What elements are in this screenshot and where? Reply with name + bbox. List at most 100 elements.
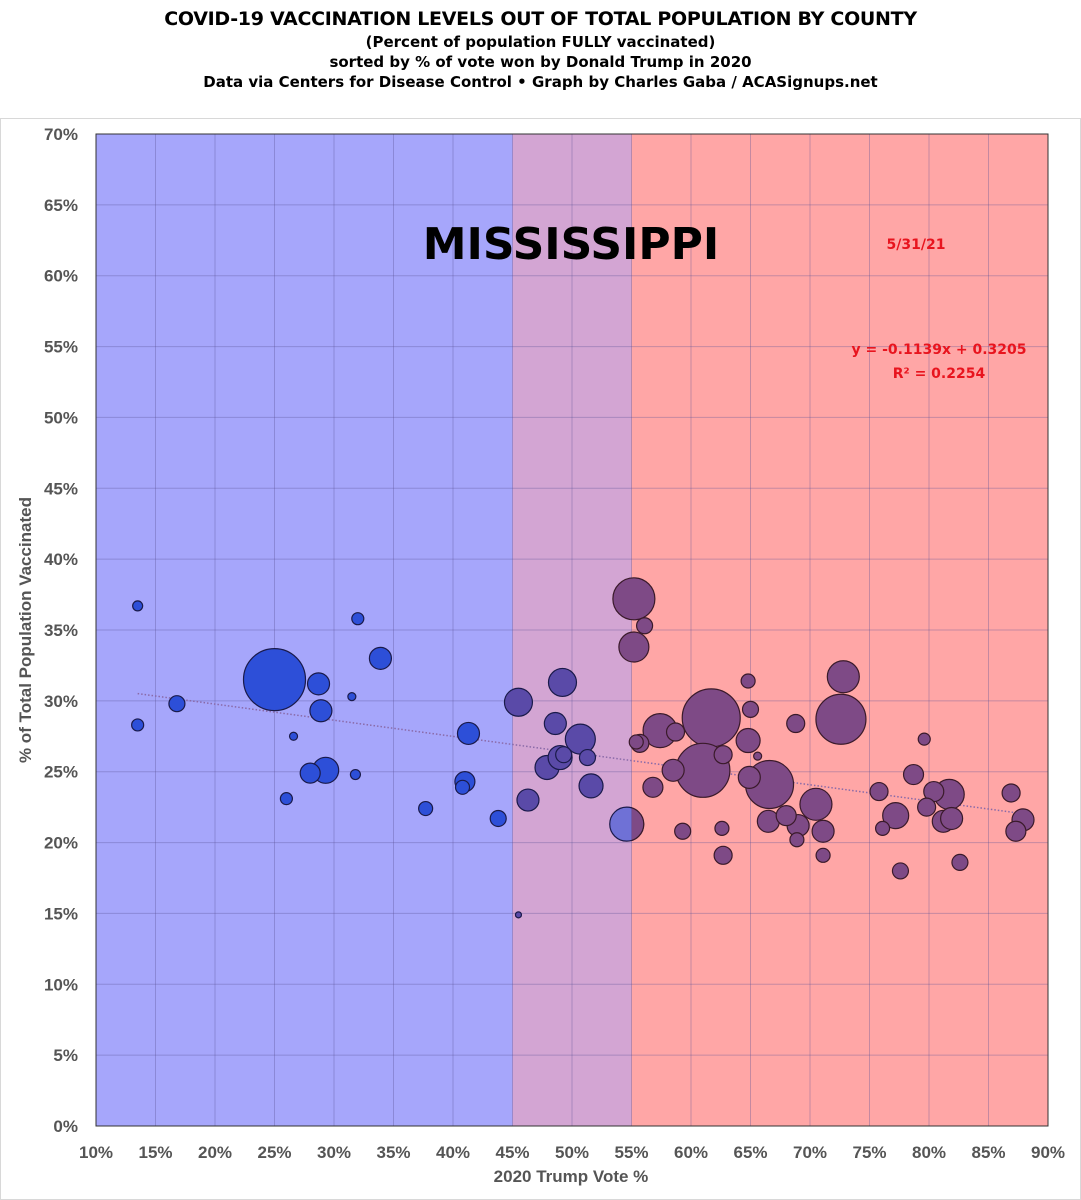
y-tick-label: 35% [44, 621, 78, 640]
x-tick-label: 65% [733, 1143, 767, 1162]
y-tick-label: 55% [44, 338, 78, 357]
data-point [891, 862, 910, 880]
x-tick-label: 10% [79, 1143, 113, 1162]
data-point [741, 700, 760, 718]
data-point [618, 631, 650, 663]
y-tick-label: 25% [44, 763, 78, 782]
data-point [740, 673, 756, 689]
data-point [811, 819, 835, 843]
data-point [713, 845, 733, 865]
data-point [543, 711, 567, 736]
data-point-overlay [631, 807, 645, 842]
chart-title: COVID-19 VACCINATION LEVELS OUT OF TOTAL… [164, 8, 917, 30]
data-point [306, 672, 331, 696]
chart-subtitle-2: sorted by % of vote won by Donald Trump … [329, 53, 752, 71]
x-tick-label: 15% [138, 1143, 172, 1162]
trendline-r2: R² = 0.2254 [893, 366, 986, 382]
data-point [349, 768, 362, 781]
date-label: 5/31/21 [887, 237, 946, 253]
x-tick-label: 45% [495, 1143, 529, 1162]
y-tick-label: 40% [44, 550, 78, 569]
data-point [578, 773, 604, 799]
data-point [882, 802, 910, 830]
data-point [131, 718, 145, 732]
chart-credit: Data via Centers for Disease Control • G… [203, 73, 878, 91]
y-tick-label: 45% [44, 479, 78, 498]
y-tick-label: 60% [44, 267, 78, 286]
x-tick-label: 75% [852, 1143, 886, 1162]
data-point [713, 745, 733, 765]
data-point [418, 800, 434, 817]
data-point [1005, 820, 1027, 842]
data-point [815, 847, 831, 863]
data-point [612, 577, 656, 621]
x-tick-label: 20% [198, 1143, 232, 1162]
x-tick-label: 30% [317, 1143, 351, 1162]
y-tick-label: 65% [44, 196, 78, 215]
state-label: MISSISSIPPI [423, 219, 720, 270]
data-point [735, 727, 761, 754]
data-point [826, 660, 860, 694]
data-point [940, 806, 964, 831]
x-tick-label: 40% [436, 1143, 470, 1162]
data-point [242, 647, 307, 712]
y-tick-label: 15% [44, 904, 78, 923]
y-tick-label: 50% [44, 408, 78, 427]
data-point [347, 692, 357, 702]
data-point [902, 763, 925, 786]
zone-trump [631, 134, 1048, 1126]
data-point [917, 797, 937, 817]
data-point [503, 687, 534, 717]
y-tick-label: 30% [44, 692, 78, 711]
y-tick-label: 0% [53, 1117, 78, 1136]
data-point [874, 820, 891, 837]
data-point [516, 788, 540, 812]
chart-subtitle-1: (Percent of population FULLY vaccinated) [365, 33, 716, 51]
data-point [661, 758, 685, 782]
chart-header: COVID-19 VACCINATION LEVELS OUT OF TOTAL… [0, 6, 1081, 92]
data-point [775, 805, 797, 827]
x-tick-label: 25% [257, 1143, 291, 1162]
x-tick-label: 70% [793, 1143, 827, 1162]
data-point [789, 832, 805, 848]
x-axis-label: 2020 Trump Vote % [494, 1167, 649, 1186]
data-point [737, 765, 761, 789]
x-tick-label: 55% [614, 1143, 648, 1162]
data-point [288, 731, 299, 741]
data-point [368, 646, 393, 670]
data-point [132, 600, 144, 612]
data-point [642, 776, 664, 798]
data-point [714, 820, 730, 837]
y-tick-label: 70% [44, 125, 78, 144]
data-point [799, 787, 833, 821]
data-point [674, 822, 692, 840]
data-point [786, 713, 806, 734]
data-point [279, 792, 293, 806]
x-tick-label: 50% [555, 1143, 589, 1162]
data-point [1001, 783, 1021, 803]
data-point [869, 781, 889, 802]
data-point [299, 762, 321, 784]
data-point [815, 693, 867, 745]
data-point [454, 779, 471, 795]
data-point [309, 699, 333, 723]
data-point [665, 722, 686, 742]
data-point [753, 751, 763, 761]
x-tick-label: 35% [376, 1143, 410, 1162]
data-point [578, 748, 597, 767]
data-point [489, 809, 507, 828]
y-tick-label: 5% [53, 1046, 78, 1065]
data-point [628, 734, 644, 750]
data-point [555, 746, 573, 764]
y-tick-label: 20% [44, 834, 78, 853]
data-point [351, 612, 365, 626]
data-point [168, 695, 186, 713]
data-point [917, 732, 931, 746]
trendline-equation: y = -0.1139x + 0.3205 [852, 342, 1027, 358]
data-point [514, 911, 523, 919]
data-point [951, 853, 969, 872]
plot-border [95, 133, 1049, 1127]
data-point [547, 667, 578, 698]
x-tick-label: 85% [971, 1143, 1005, 1162]
